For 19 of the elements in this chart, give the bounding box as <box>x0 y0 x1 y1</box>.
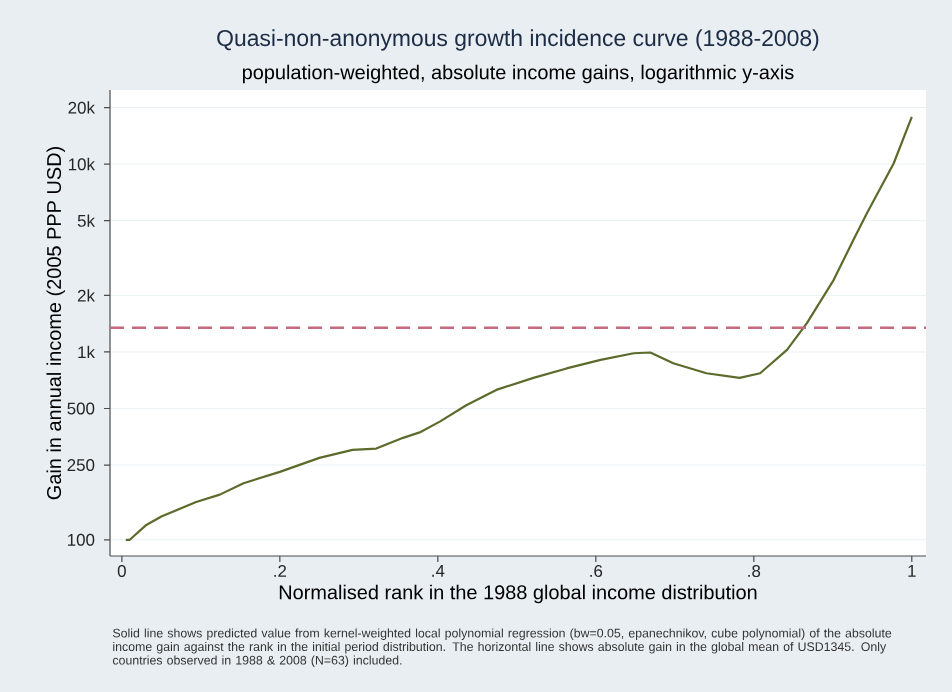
x-tick-label: .4 <box>432 565 445 577</box>
y-tick-label: 1k <box>78 345 95 359</box>
x-tick-label: .2 <box>274 565 287 577</box>
x-tick-label: 1 <box>908 565 916 577</box>
chart-title: Quasi-non-anonymous growth incidence curve (1988-2008) <box>217 29 819 51</box>
y-tick-label: 10k <box>68 157 95 171</box>
y-tick-label: 100 <box>67 533 95 546</box>
y-tick-label: 20k <box>68 101 95 114</box>
x-axis-title: Normalised rank in the 1988 global income distribution <box>279 584 757 604</box>
y-tick-label: 2k <box>77 289 95 302</box>
x-tick-label: .8 <box>748 565 761 577</box>
x-tick-label: 0 <box>117 565 126 577</box>
y-tick-label: 500 <box>67 402 95 415</box>
chart-subtitle: population-weighted, absolute income gains, logarithmic y-axis <box>242 64 794 84</box>
x-tick-label: .6 <box>590 565 603 577</box>
y-tick-label: 250 <box>67 459 95 472</box>
y-tick-label: 5k <box>77 214 95 227</box>
line-series <box>124 115 913 541</box>
y-axis-title: Gain in annual income (2005 PPP USD) <box>46 147 66 500</box>
